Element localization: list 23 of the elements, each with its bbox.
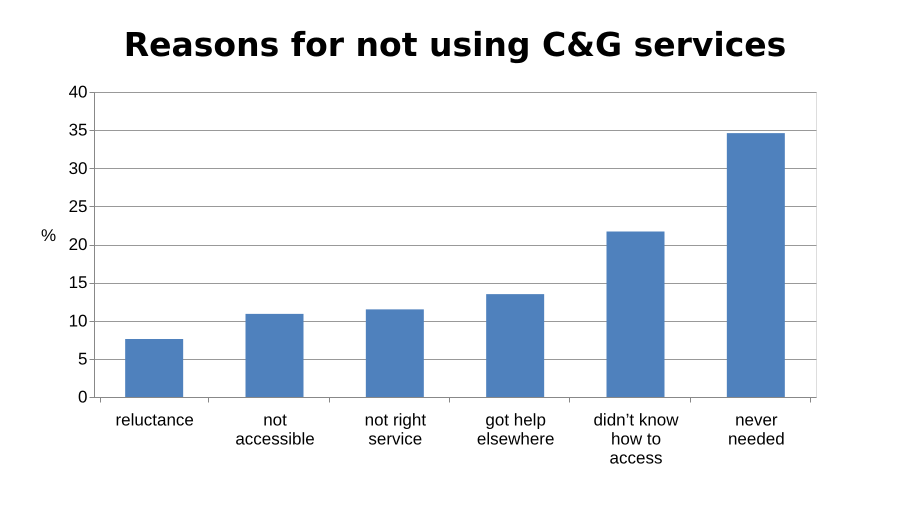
bar <box>125 339 184 397</box>
x-tick-label: never needed <box>728 410 785 448</box>
x-tick-label: not right service <box>364 410 426 448</box>
x-tick-label: not accessible <box>235 410 315 448</box>
y-tick-label: 35 <box>68 120 88 140</box>
bar <box>726 133 785 397</box>
y-axis-title: % <box>41 226 56 245</box>
y-tick-label: 0 <box>78 388 88 406</box>
chart-title: Reasons for not using C&G services <box>124 25 786 64</box>
x-tick-label: got help elsewhere <box>476 410 554 448</box>
y-tick-label: 20 <box>68 235 88 254</box>
x-tick-label: reluctance <box>115 410 194 430</box>
x-tick-label: didn’t know how to access <box>593 410 680 468</box>
y-tick-label: 30 <box>68 158 88 178</box>
bar <box>486 294 544 397</box>
y-tick-label: 10 <box>68 311 88 330</box>
y-tick-label: 40 <box>68 82 88 102</box>
bar <box>366 309 424 397</box>
bar <box>606 232 664 397</box>
y-tick-label: 25 <box>68 196 88 216</box>
y-tick-label: 15 <box>68 273 88 292</box>
bar <box>246 314 304 397</box>
y-tick-label: 5 <box>78 349 88 368</box>
